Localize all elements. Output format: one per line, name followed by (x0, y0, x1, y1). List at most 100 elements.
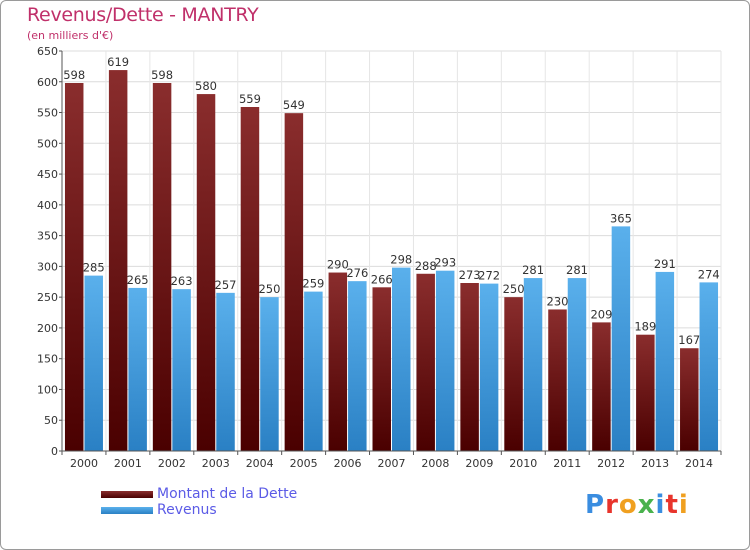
x-tick-label: 2000 (70, 457, 98, 470)
bar-revenus-2001 (128, 287, 147, 451)
data-labels: 5982856192655982635802575592505492592902… (63, 55, 720, 347)
data-label-revenus-2006: 276 (346, 266, 368, 280)
axes: 0 50 100 150 200 250 300 350 400 450 500 550 600 650 2… (37, 45, 722, 470)
logo-letter: i (678, 490, 689, 520)
bar-debt-2011 (548, 309, 567, 451)
data-label-revenus-2010: 281 (522, 263, 544, 277)
y-tick-label: 350 (37, 230, 58, 243)
y-tick-label: 650 (37, 45, 58, 58)
logo-letter: t (665, 490, 679, 520)
bar-revenus-2014 (699, 282, 719, 451)
bar-debt-2010 (504, 297, 523, 451)
bar-revenus-2012 (611, 226, 631, 451)
data-label-debt-2006: 290 (327, 258, 349, 272)
bar-revenus-2003 (216, 292, 235, 451)
y-tick-label: 0 (51, 445, 58, 458)
data-label-debt-2000: 598 (63, 68, 85, 82)
y-tick-label: 150 (37, 353, 58, 366)
bar-debt-2006 (328, 272, 348, 451)
data-label-debt-2009: 273 (459, 268, 481, 282)
bar-revenus-2011 (567, 278, 587, 451)
data-label-debt-2008: 288 (415, 259, 437, 273)
data-label-revenus-2005: 259 (302, 277, 324, 291)
proxiti-logo: Proxiti (585, 490, 689, 520)
legend-label-revenus: Revenus (157, 502, 217, 518)
data-label-revenus-2000: 285 (83, 261, 105, 275)
logo-letter: i (655, 490, 666, 520)
logo-letter: o (618, 490, 638, 520)
data-label-debt-2005: 549 (283, 98, 305, 112)
y-tick-label: 100 (37, 383, 58, 396)
bar-revenus-2006 (348, 281, 367, 451)
x-tick-label: 2001 (114, 457, 142, 470)
bar-debt-2001 (108, 70, 128, 452)
data-label-revenus-2002: 263 (171, 274, 193, 288)
logo-letter: r (605, 490, 619, 520)
x-tick-label: 2014 (685, 457, 713, 470)
data-label-revenus-2003: 257 (215, 278, 237, 292)
x-tick-label: 2008 (421, 457, 449, 470)
y-tick-label: 300 (37, 260, 58, 273)
y-tick-label: 550 (37, 107, 58, 120)
data-label-debt-2004: 559 (239, 92, 261, 106)
bar-debt-2012 (592, 322, 611, 451)
y-tick-label: 450 (37, 168, 58, 181)
data-label-revenus-2007: 298 (390, 253, 412, 267)
bar-debt-2013 (636, 334, 655, 451)
x-tick-label: 2009 (465, 457, 493, 470)
data-label-revenus-2008: 293 (434, 256, 456, 270)
data-label-revenus-2013: 291 (654, 257, 676, 271)
bar-revenus-2010 (523, 278, 543, 451)
data-label-revenus-2011: 281 (566, 263, 588, 277)
bar-revenus-2009 (479, 283, 499, 451)
x-tick-label: 2010 (509, 457, 537, 470)
y-tick-label: 400 (37, 199, 58, 212)
x-tick-label: 2006 (334, 457, 362, 470)
data-label-revenus-2001: 265 (127, 273, 149, 287)
bar-debt-2000 (64, 83, 84, 451)
data-label-revenus-2012: 365 (610, 211, 632, 225)
x-tick-label: 2004 (246, 457, 274, 470)
x-tick-label: 2013 (641, 457, 669, 470)
y-tick-label: 50 (44, 414, 58, 427)
data-label-debt-2011: 230 (547, 294, 569, 308)
bars (64, 70, 719, 452)
bar-debt-2005 (284, 113, 304, 452)
data-label-debt-2014: 167 (678, 333, 700, 347)
bar-debt-2007 (372, 287, 391, 451)
legend-swatch-debt (101, 491, 153, 498)
x-tick-label: 2012 (597, 457, 625, 470)
data-label-debt-2002: 598 (151, 68, 173, 82)
y-tick-label: 200 (37, 322, 58, 335)
x-tick-label: 2007 (378, 457, 406, 470)
chart-title: Revenus/Dette - MANTRY (27, 4, 259, 26)
bar-revenus-2008 (435, 270, 455, 451)
bar-debt-2009 (460, 283, 479, 451)
data-label-revenus-2009: 272 (478, 269, 500, 283)
bar-debt-2002 (152, 83, 172, 451)
logo-letter: P (585, 490, 606, 520)
data-label-debt-2013: 189 (634, 320, 656, 334)
bar-revenus-2005 (304, 291, 323, 451)
x-tick-label: 2002 (158, 457, 186, 470)
data-label-revenus-2014: 274 (698, 267, 720, 281)
data-label-debt-2012: 209 (590, 307, 612, 321)
bar-debt-2004 (240, 107, 260, 451)
bar-debt-2014 (680, 348, 699, 451)
data-label-debt-2001: 619 (107, 55, 129, 69)
y-tick-label: 500 (37, 137, 58, 150)
legend-swatch-revenus (101, 507, 153, 514)
x-tick-label: 2011 (553, 457, 581, 470)
bar-revenus-2004 (260, 297, 279, 451)
bar-revenus-2013 (655, 271, 675, 451)
x-tick-label: 2003 (202, 457, 230, 470)
data-label-debt-2003: 580 (195, 79, 217, 93)
y-tick-label: 600 (37, 76, 58, 89)
bar-debt-2003 (196, 94, 216, 452)
y-tick-label: 250 (37, 291, 58, 304)
data-label-debt-2010: 250 (503, 282, 525, 296)
logo-letter: x (637, 490, 656, 520)
bar-revenus-2000 (84, 275, 103, 451)
